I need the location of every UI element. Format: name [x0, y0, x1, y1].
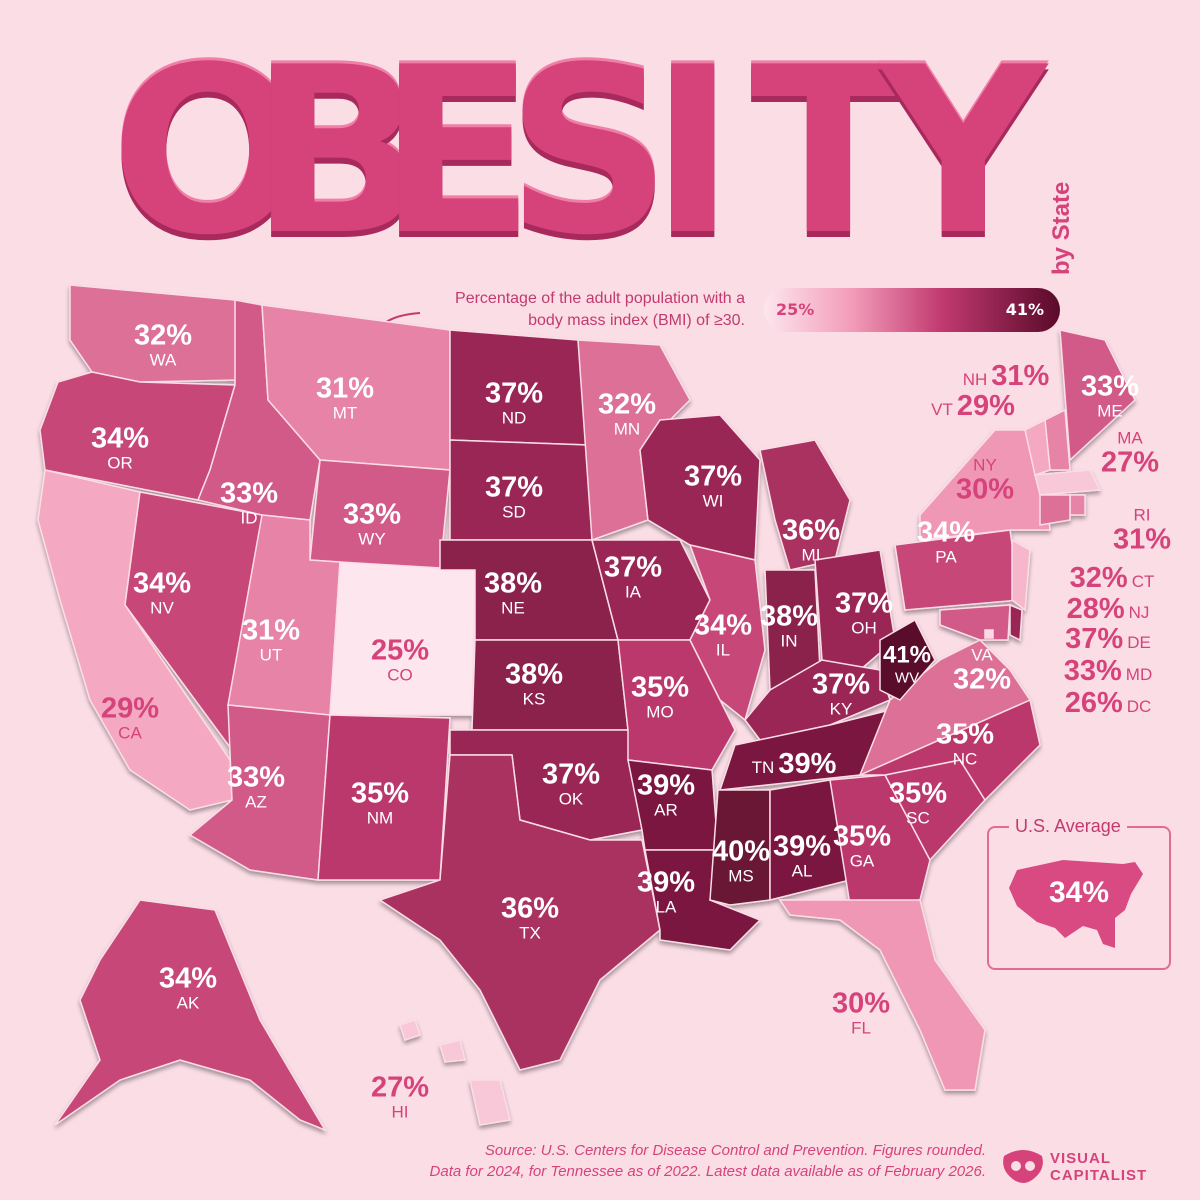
state-label-md: 33% MD [1063, 655, 1153, 687]
legend-max: 41% [1005, 300, 1044, 319]
title-letter-7: Y [880, 19, 1047, 286]
state-label-ut: 31% UT [241, 614, 301, 665]
subtitle: Percentage of the adult population with … [455, 290, 745, 329]
state-shape-md [939, 604, 1011, 641]
state-shape-de [1009, 603, 1023, 642]
state-shape-ga [829, 774, 931, 906]
state-label-ok: 37% OK [541, 758, 601, 809]
state-label-ks: 38% KS [504, 658, 564, 709]
state-label-ar: 39% AR [636, 769, 696, 820]
color-scale-legend: 25% 41% [764, 288, 1060, 332]
state-label-sc: 35% SC [888, 777, 948, 828]
title-letter-1: O [110, 19, 306, 286]
legend-min: 25% [776, 300, 815, 319]
state-shape-hi [399, 1019, 511, 1126]
title: O B E S I T Y [110, 18, 1047, 286]
brand-name: VISUAL CAPITALIST [1050, 1150, 1180, 1184]
state-label-mi: 36% MI [781, 514, 841, 565]
state-label-nj: 28% NJ [1066, 593, 1150, 625]
state-label-or: 34% OR [90, 422, 150, 473]
source-line-1: Source: U.S. Centers for Disease Control… [484, 1142, 986, 1159]
state-shape-al [769, 779, 851, 901]
state-label-de: 37% DE [1065, 623, 1151, 655]
state-label-ms: 40% MS [711, 835, 771, 886]
title-letter-5: I [650, 19, 736, 286]
state-label-wy: 33% WY [342, 498, 402, 549]
us-average-value: 34% [1048, 876, 1110, 909]
state-shape-dc [984, 629, 994, 639]
source-note: Source: U.S. Centers for Disease Control… [300, 1140, 986, 1182]
state-label-ky: 37% KY [811, 668, 871, 719]
title-letter-6: T [750, 19, 907, 286]
state-label-ma: MA 27% [1100, 428, 1160, 479]
us-silhouette-icon [1009, 860, 1143, 948]
state-label-wv: 41% WV [882, 641, 932, 687]
title-letter-2: B [250, 19, 426, 286]
state-label-vt: VT 29% [931, 390, 1015, 422]
state-label-mn: 32% MN [597, 388, 657, 439]
state-label-va: VA 32% [952, 645, 1012, 696]
source-line-2: Data for 2024, for Tennessee as of 2022.… [429, 1163, 986, 1180]
state-shape-ma [1034, 469, 1102, 496]
state-label-az: 33% AZ [226, 761, 286, 812]
state-label-dc: 26% DC [1064, 687, 1152, 719]
state-shape-oh [814, 549, 896, 671]
state-label-ak: 34% AK [158, 962, 218, 1013]
state-shape-ri [1069, 494, 1086, 516]
state-label-fl: 30% FL [831, 987, 891, 1038]
state-label-al: 39% AL [772, 830, 832, 881]
us-average-box: U.S. Average 34% [987, 816, 1171, 970]
state-label-pa: 34% PA [916, 516, 976, 567]
state-label-id: 33% ID [219, 477, 279, 528]
state-label-oh: 37% OH [834, 587, 894, 638]
title-letter-3: E [378, 19, 536, 286]
state-label-nd: 37% ND [484, 377, 544, 428]
title-letter-4: S [506, 19, 672, 286]
state-label-ri: RI 31% [1112, 505, 1172, 556]
state-label-ia: 37% IA [603, 551, 663, 602]
state-label-wa: 32% WA [133, 319, 193, 370]
state-label-ca: 29% CA [100, 692, 160, 743]
state-shape-ny [919, 429, 1051, 541]
state-label-ny: NY 30% [955, 455, 1015, 506]
state-shape-tx [378, 754, 661, 1071]
state-label-nh: NH 31% [962, 360, 1050, 392]
state-shape-vt [1024, 418, 1051, 476]
state-label-nv: 34% NV [132, 567, 192, 618]
state-shape-va [858, 639, 1032, 777]
state-shape-ms [709, 789, 771, 906]
state-label-ga: 35% GA [832, 820, 892, 871]
state-label-mo: 35% MO [630, 671, 690, 722]
state-label-la: 39% LA [636, 866, 696, 917]
state-label-me: 33% ME [1080, 370, 1140, 421]
state-shape-il [688, 543, 766, 722]
state-shape-wv [879, 618, 936, 701]
state-shape-ak [54, 899, 327, 1132]
state-label-tn: TN 39% [751, 748, 837, 780]
state-label-tx: 36% TX [500, 892, 560, 943]
state-shape-nj [1011, 538, 1031, 612]
state-label-mt: 31% MT [315, 372, 375, 423]
state-label-ne: 38% NE [483, 567, 543, 618]
state-shape-ct [1039, 494, 1071, 526]
state-label-nc: 35% NC [935, 718, 995, 769]
visual-capitalist-logo-icon [1003, 1150, 1043, 1183]
state-shape-fl [778, 899, 986, 1091]
state-label-wi: 37% WI [683, 460, 743, 511]
state-label-ct: 32% CT [1069, 562, 1155, 594]
state-label-nm: 35% NM [350, 777, 410, 828]
state-shape-me [1059, 329, 1136, 462]
us-average-title: U.S. Average [1009, 816, 1127, 837]
brand-line-1: VISUAL [1050, 1150, 1112, 1167]
state-label-hi: 27% HI [370, 1071, 430, 1122]
state-label-co: 25% CO [370, 634, 430, 685]
state-label-in: 38% IN [759, 600, 819, 651]
state-label-sd: 37% SD [484, 471, 544, 522]
brand-line-2: CAPITALIST [1050, 1167, 1148, 1184]
state-label-il: 34% IL [693, 609, 753, 660]
